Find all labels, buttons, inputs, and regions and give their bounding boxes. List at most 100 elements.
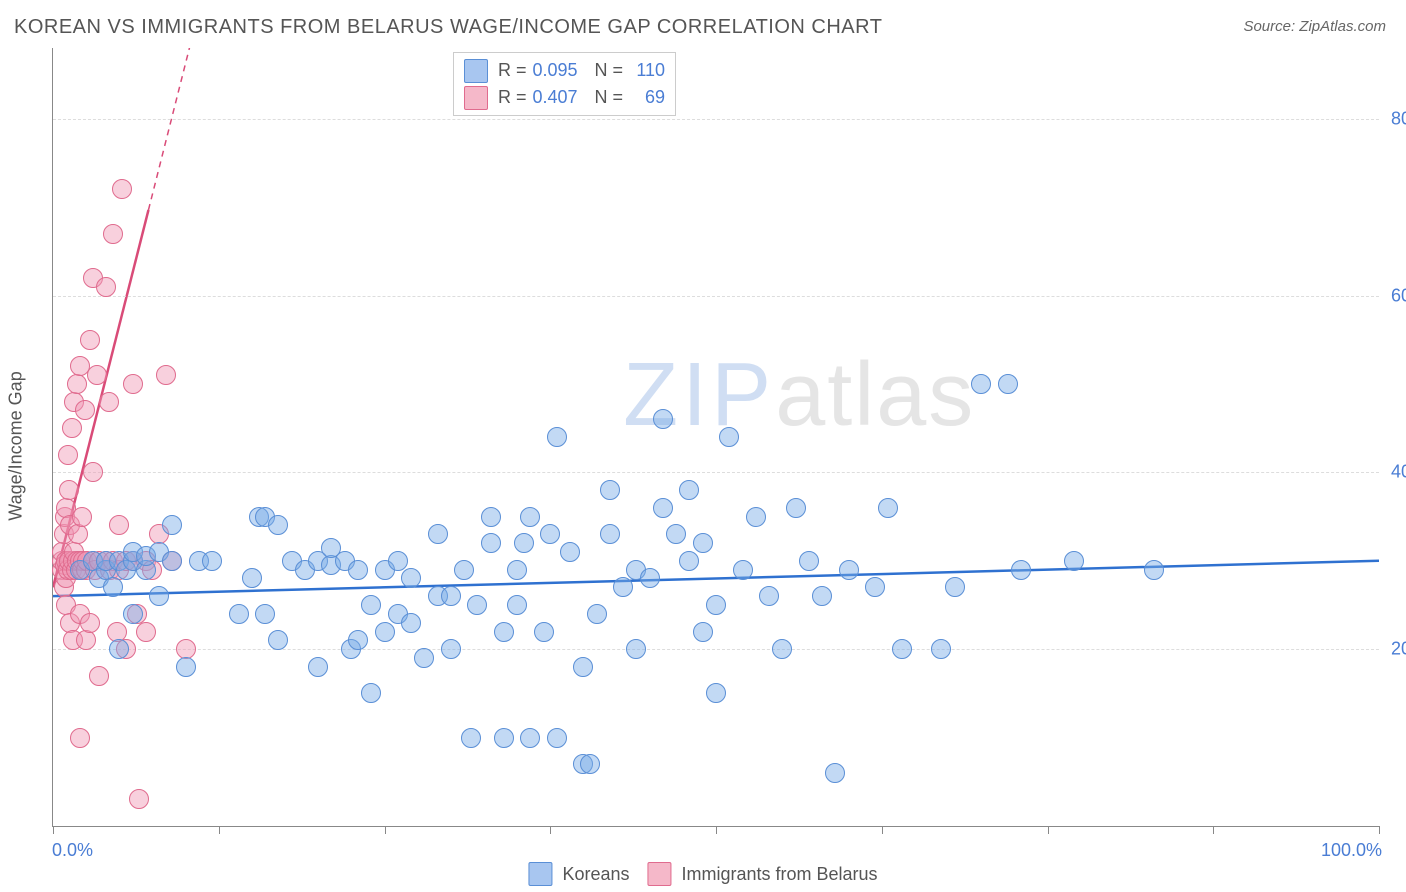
plot-area: ZIPatlas R = 0.095 N = 110 R = 0.407 N =… xyxy=(52,48,1379,827)
scatter-point-blue xyxy=(573,657,593,677)
gridline-h xyxy=(53,119,1379,120)
x-tick xyxy=(1213,826,1214,834)
x-tick xyxy=(53,826,54,834)
n-value: 110 xyxy=(629,57,665,84)
legend-item-belarus: Immigrants from Belarus xyxy=(647,862,877,886)
scatter-point-blue xyxy=(945,577,965,597)
gridline-h xyxy=(53,649,1379,650)
scatter-point-pink xyxy=(89,666,109,686)
x-tick xyxy=(1048,826,1049,834)
scatter-point-blue xyxy=(786,498,806,518)
scatter-point-blue xyxy=(799,551,819,571)
scatter-point-pink xyxy=(96,277,116,297)
scatter-point-pink xyxy=(103,224,123,244)
scatter-point-blue xyxy=(1064,551,1084,571)
x-tick xyxy=(882,826,883,834)
scatter-point-pink xyxy=(76,630,96,650)
scatter-point-blue xyxy=(507,560,527,580)
scatter-point-blue xyxy=(494,728,514,748)
y-axis-title: Wage/Income Gap xyxy=(6,371,27,520)
scatter-point-blue xyxy=(600,524,620,544)
x-tick xyxy=(1379,826,1380,834)
scatter-point-blue xyxy=(348,560,368,580)
scatter-point-blue xyxy=(255,604,275,624)
x-axis-end-label: 100.0% xyxy=(1321,840,1382,861)
watermark-atlas: atlas xyxy=(775,345,975,445)
scatter-point-blue xyxy=(176,657,196,677)
watermark-zip: ZIP xyxy=(623,345,775,445)
scatter-point-blue xyxy=(401,613,421,633)
scatter-point-pink xyxy=(67,374,87,394)
scatter-point-blue xyxy=(149,586,169,606)
scatter-point-blue xyxy=(693,622,713,642)
n-label: N = xyxy=(595,84,624,111)
scatter-point-blue xyxy=(534,622,554,642)
source-attribution: Source: ZipAtlas.com xyxy=(1243,18,1386,35)
scatter-point-blue xyxy=(401,568,421,588)
legend-row-pink: R = 0.407 N = 69 xyxy=(464,84,665,111)
scatter-point-blue xyxy=(839,560,859,580)
scatter-point-blue xyxy=(653,498,673,518)
scatter-point-blue xyxy=(348,630,368,650)
n-value: 69 xyxy=(629,84,665,111)
scatter-point-pink xyxy=(59,480,79,500)
legend-item-koreans: Koreans xyxy=(528,862,629,886)
chart-title: KOREAN VS IMMIGRANTS FROM BELARUS WAGE/I… xyxy=(14,16,882,39)
swatch-koreans xyxy=(528,862,552,886)
scatter-point-blue xyxy=(454,560,474,580)
legend-label: Immigrants from Belarus xyxy=(681,864,877,885)
scatter-point-blue xyxy=(706,595,726,615)
scatter-point-pink xyxy=(83,462,103,482)
scatter-point-blue xyxy=(878,498,898,518)
scatter-point-blue xyxy=(308,657,328,677)
scatter-point-pink xyxy=(58,445,78,465)
legend-row-blue: R = 0.095 N = 110 xyxy=(464,57,665,84)
scatter-point-pink xyxy=(123,374,143,394)
scatter-point-pink xyxy=(112,179,132,199)
scatter-point-blue xyxy=(202,551,222,571)
scatter-point-blue xyxy=(481,533,501,553)
scatter-point-blue xyxy=(613,577,633,597)
scatter-point-blue xyxy=(693,533,713,553)
scatter-point-blue xyxy=(547,427,567,447)
scatter-point-blue xyxy=(461,728,481,748)
scatter-point-blue xyxy=(361,595,381,615)
x-axis-start-label: 0.0% xyxy=(52,840,93,861)
scatter-point-blue xyxy=(746,507,766,527)
scatter-point-pink xyxy=(62,418,82,438)
scatter-point-blue xyxy=(375,622,395,642)
n-label: N = xyxy=(595,57,624,84)
scatter-point-blue xyxy=(494,622,514,642)
scatter-point-blue xyxy=(467,595,487,615)
scatter-point-pink xyxy=(75,400,95,420)
scatter-point-blue xyxy=(719,427,739,447)
swatch-blue xyxy=(464,59,488,83)
scatter-point-blue xyxy=(587,604,607,624)
scatter-point-blue xyxy=(520,728,540,748)
scatter-point-blue xyxy=(229,604,249,624)
scatter-point-blue xyxy=(600,480,620,500)
scatter-point-blue xyxy=(109,639,129,659)
scatter-point-pink xyxy=(68,524,88,544)
scatter-point-blue xyxy=(825,763,845,783)
scatter-point-blue xyxy=(998,374,1018,394)
y-tick-label: 60.0% xyxy=(1391,285,1406,306)
swatch-pink xyxy=(464,86,488,110)
scatter-point-blue xyxy=(1144,560,1164,580)
gridline-h xyxy=(53,296,1379,297)
scatter-point-blue xyxy=(706,683,726,703)
scatter-point-blue xyxy=(971,374,991,394)
scatter-point-blue xyxy=(162,551,182,571)
swatch-belarus xyxy=(647,862,671,886)
scatter-point-blue xyxy=(268,630,288,650)
scatter-point-pink xyxy=(87,365,107,385)
scatter-point-blue xyxy=(361,683,381,703)
scatter-point-blue xyxy=(514,533,534,553)
x-tick xyxy=(219,826,220,834)
scatter-point-blue xyxy=(560,542,580,562)
scatter-point-blue xyxy=(679,551,699,571)
scatter-point-blue xyxy=(388,551,408,571)
scatter-point-blue xyxy=(653,409,673,429)
scatter-point-blue xyxy=(580,754,600,774)
scatter-point-blue xyxy=(414,648,434,668)
